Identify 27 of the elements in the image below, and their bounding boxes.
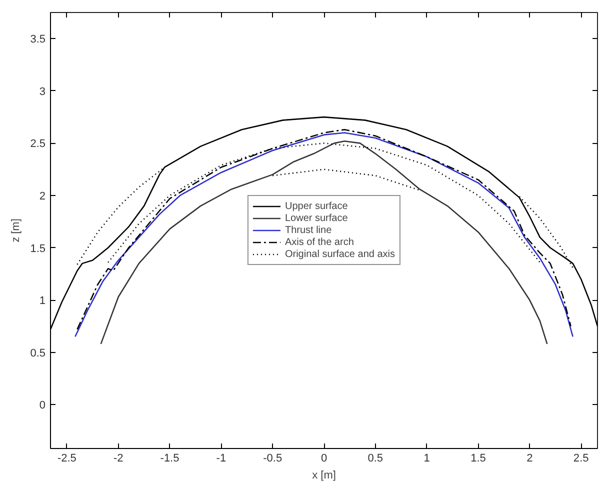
- x-tick-label: 0: [320, 452, 328, 464]
- line-series: [100, 140, 548, 345]
- y-tick-label: 0.5: [30, 347, 46, 360]
- x-tick-label: -1.5: [160, 452, 180, 464]
- x-axis-title: x [m]: [312, 470, 336, 482]
- x-tick-label: 1.5: [470, 452, 486, 464]
- x-tick-label: 2: [526, 452, 533, 464]
- y-tick-label: 2.5: [30, 138, 46, 150]
- x-tick-label: -2: [113, 452, 124, 464]
- y-tick-label: 0: [39, 400, 46, 412]
- y-tick-label: 3.5: [30, 34, 46, 46]
- legend-label: Thrust line: [284, 224, 332, 236]
- legend-label: Lower surface: [284, 212, 348, 224]
- y-tick-label: 2: [39, 190, 46, 202]
- y-tick-label: 1.5: [30, 242, 46, 255]
- y-tick-label: 3: [39, 86, 46, 98]
- legend-label: Axis of the arch: [284, 236, 354, 248]
- x-tick-label: 1: [424, 452, 430, 464]
- x-tick-label: 2.5: [573, 452, 589, 464]
- x-tick-label: -2.5: [57, 452, 76, 464]
- x-tick-label: -1: [216, 452, 226, 464]
- y-axis-title: z [m]: [10, 218, 22, 242]
- legend-label: Upper surface: [284, 200, 348, 212]
- legend-label: Original surface and axis: [284, 248, 396, 260]
- y-tick-label: 1: [39, 295, 46, 308]
- x-tick-label: 0.5: [368, 452, 384, 464]
- x-tick-label: -0.5: [263, 452, 282, 464]
